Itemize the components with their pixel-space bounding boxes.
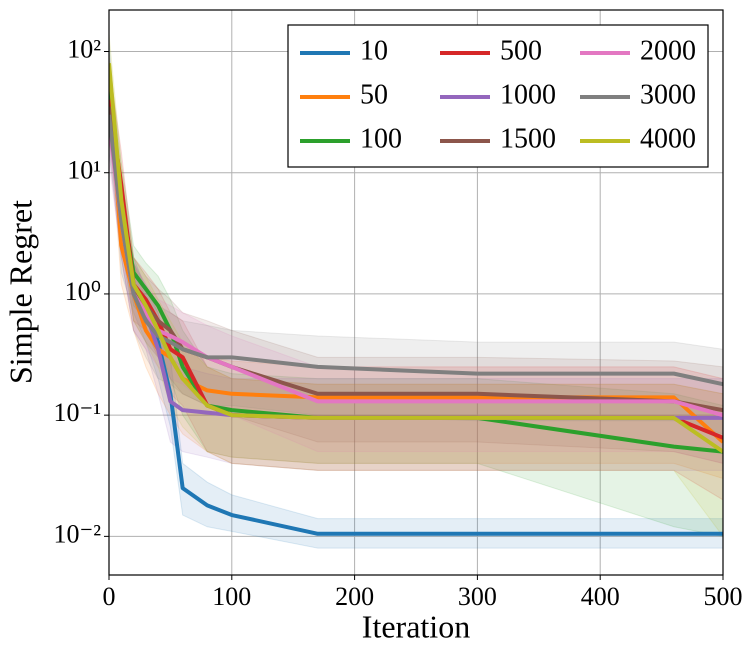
legend-label: 100 (360, 123, 402, 154)
series-line (109, 63, 723, 454)
x-axis-label: Iteration (362, 608, 470, 644)
legend-label: 4000 (640, 123, 696, 154)
y-axis-label: Simple Regret (2, 200, 38, 384)
x-tick-label: 200 (335, 582, 374, 611)
x-tick-label: 300 (458, 582, 497, 611)
error-band (109, 70, 723, 464)
legend-label: 1000 (500, 79, 556, 110)
legend-label: 3000 (640, 79, 696, 110)
plot-frame (108, 9, 724, 576)
y-tick-label: 10¹ (67, 156, 101, 185)
legend-label: 500 (500, 35, 542, 66)
legend-label: 2000 (640, 35, 696, 66)
legend-label: 10 (360, 35, 388, 66)
y-tick-label: 10⁻² (53, 519, 101, 548)
error-band (109, 87, 723, 464)
y-tick-label: 10⁻¹ (53, 398, 101, 427)
x-tick-label: 500 (704, 582, 743, 611)
legend-label: 50 (360, 79, 388, 110)
plot-area (109, 33, 723, 549)
y-tick-label: 10² (67, 34, 101, 63)
x-tick-label: 0 (103, 582, 116, 611)
legend-box (287, 24, 709, 168)
y-tick-label: 10⁰ (65, 277, 101, 306)
error-band (109, 33, 723, 538)
legend-label: 1500 (500, 123, 556, 154)
x-tick-label: 400 (581, 582, 620, 611)
error-band (109, 78, 723, 435)
series-line (109, 114, 723, 387)
x-tick-label: 100 (212, 582, 251, 611)
